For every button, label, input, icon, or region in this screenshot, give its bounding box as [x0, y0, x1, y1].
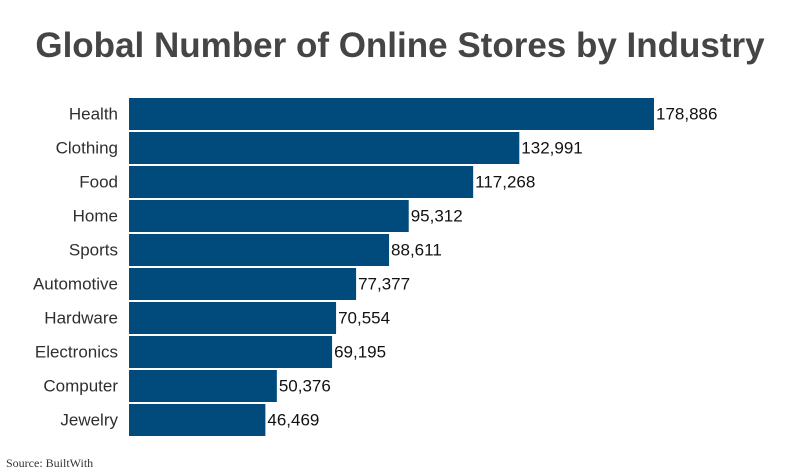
category-label-clothing: Clothing: [56, 139, 118, 158]
category-label-food: Food: [79, 173, 118, 192]
bar-jewelry: [129, 404, 266, 436]
bar-home: [129, 200, 409, 232]
category-label-hardware: Hardware: [44, 309, 118, 328]
value-label-jewelry: 46,469: [267, 411, 319, 430]
value-label-automotive: 77,377: [358, 275, 410, 294]
bar-computer: [129, 370, 277, 402]
bar-clothing: [129, 132, 520, 164]
bar-automotive: [129, 268, 357, 300]
value-label-hardware: 70,554: [338, 309, 390, 328]
value-label-computer: 50,376: [279, 377, 331, 396]
category-label-home: Home: [73, 207, 118, 226]
chart-title: Global Number of Online Stores by Indust…: [35, 26, 765, 65]
category-label-electronics: Electronics: [35, 343, 118, 362]
value-label-sports: 88,611: [391, 241, 442, 260]
value-label-clothing: 132,991: [521, 139, 582, 158]
value-label-home: 95,312: [411, 207, 463, 226]
bar-electronics: [129, 336, 333, 368]
category-label-computer: Computer: [43, 377, 118, 396]
value-label-health: 178,886: [656, 105, 717, 124]
value-labels: 178,886 132,991 117,268 95,312 88,611 77,377 7…: [267, 105, 717, 430]
category-label-jewelry: Jewelry: [60, 411, 118, 430]
source-note: Source: BuiltWith: [6, 456, 94, 470]
bar-health: [129, 98, 654, 130]
bar-sports: [129, 234, 390, 266]
category-label-automotive: Automotive: [33, 275, 118, 294]
category-labels: Health Clothing Food Home Sports Automotive Ha…: [33, 105, 119, 430]
bar-hardware: [129, 302, 337, 334]
value-label-food: 117,268: [475, 173, 535, 192]
category-label-sports: Sports: [69, 241, 118, 260]
value-label-electronics: 69,195: [334, 343, 386, 362]
bar-food: [129, 166, 474, 198]
category-label-health: Health: [69, 105, 118, 124]
bars: [129, 98, 654, 436]
